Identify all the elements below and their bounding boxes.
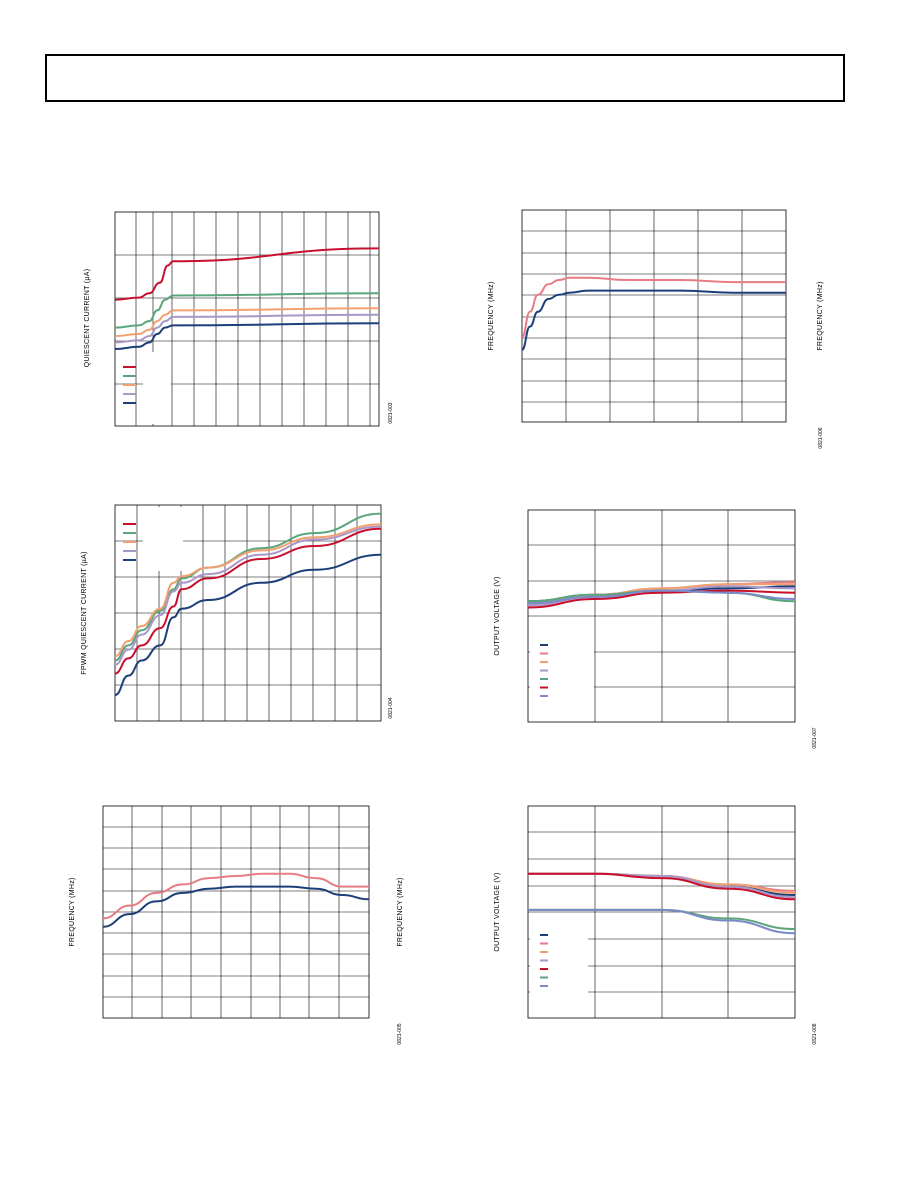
series-line-4-5 [527,589,796,609]
figure-id-2: 0821-006 [818,427,824,448]
series-group-5 [102,872,370,928]
series-line-4-6 [527,589,796,605]
legend-background-4 [530,620,594,720]
series-line-5-1 [102,885,370,928]
series-line-3-4 [114,553,382,697]
y-axis-label-5: FREQUENCY (MHz) [69,877,76,946]
series-line-6-6 [527,908,796,935]
grid-1 [115,212,379,426]
figure-id-5: 0821-005 [397,1023,403,1044]
legend-1 [123,366,136,404]
grid-6 [528,806,795,1018]
grid-3 [115,505,381,721]
figure-id-3: 0821-004 [388,697,394,718]
series-group-2 [521,276,786,351]
legend-background-1 [143,352,171,424]
series-line-6-4 [527,872,796,901]
series-line-3-0 [114,527,382,675]
series-group-3 [114,512,382,697]
series-group-4 [527,581,796,609]
series-group-1 [114,247,380,350]
series-line-1-1 [114,292,380,329]
series-line-1-0 [114,247,380,301]
series-line-3-3 [114,525,382,666]
figure-id-4: 0821-007 [812,727,818,748]
series-line-3-1 [114,512,382,662]
legend-background-3 [143,507,183,571]
figure-id-6: 0821-008 [812,1023,818,1044]
series-line-3-2 [114,523,382,658]
series-group-6 [527,872,796,935]
y-axis-label-6: OUTPUT VOLTAGE (V) [494,872,501,951]
chart-output-voltage-1: OUTPUT VOLTAGE (V) 0821-007 [494,509,818,749]
legend-3 [123,523,136,561]
y2-axis-label-5: FREQUENCY (MHz) [397,877,404,946]
legend-background-6 [530,920,588,1016]
chart-fpwm-quiescent-current: FPWM QUIESCENT CURRENT (µA) 0821-004 [81,504,394,722]
series-line-1-4 [114,322,380,350]
series-line-5-0 [102,872,369,920]
grid-2 [522,210,786,422]
legend-6 [540,934,548,987]
chart-frequency-2: FREQUENCY (MHz) FREQUENCY (MHz) 0821-005 [69,805,404,1045]
header-box [45,54,845,102]
series-line-2-0 [521,276,786,339]
chart-frequency-1: FREQUENCY (MHz) FREQUENCY (MHz) 0821-006 [488,209,824,449]
figure-id-1: 0821-003 [388,402,394,423]
legend-4 [540,644,548,697]
y-axis-label-1: QUIESCENT CURRENT (µA) [84,269,91,368]
y-axis-label-3: FPWM QUIESCENT CURRENT (µA) [81,551,88,675]
y2-axis-label-2: FREQUENCY (MHz) [817,281,824,350]
chart-quiescent-current: QUIESCENT CURRENT (µA) 0821-003 [84,211,394,427]
y-axis-label-2: FREQUENCY (MHz) [488,281,495,350]
series-line-2-1 [521,289,786,351]
chart-output-voltage-2: OUTPUT VOLTAGE (V) 0821-008 [494,805,818,1045]
series-line-1-2 [114,307,380,338]
y-axis-label-4: OUTPUT VOLTAGE (V) [494,576,501,655]
series-line-1-3 [114,313,380,344]
